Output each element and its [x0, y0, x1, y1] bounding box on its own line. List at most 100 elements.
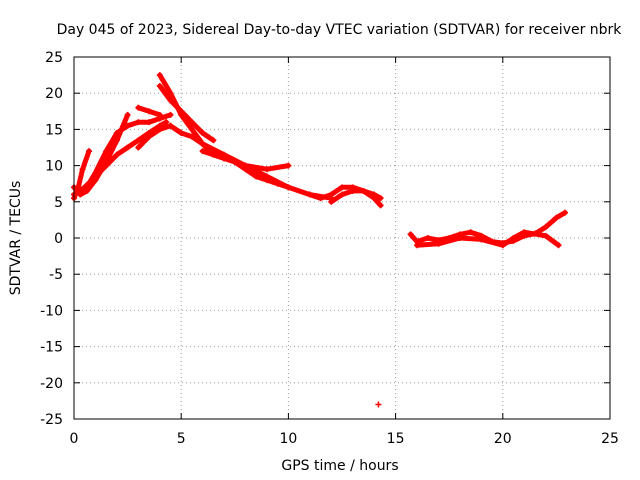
data-point	[113, 151, 120, 158]
data-point	[146, 133, 153, 140]
x-tick-label: 20	[494, 431, 512, 447]
data-point	[135, 119, 142, 126]
data-point	[499, 242, 506, 249]
chart-title: Day 045 of 2023, Sidereal Day-to-day VTE…	[57, 22, 623, 38]
data-point	[360, 187, 367, 194]
data-point	[124, 122, 131, 129]
data-point	[146, 119, 153, 126]
series-arc-early-5	[135, 123, 173, 150]
y-tick-label: -5	[49, 267, 63, 283]
data-point	[231, 158, 238, 165]
data-point	[521, 229, 528, 236]
data-point	[146, 108, 153, 115]
x-tick-label: 15	[387, 431, 405, 447]
data-point	[210, 137, 217, 144]
y-tick-label: -20	[40, 376, 63, 392]
data-point	[371, 195, 378, 202]
data-point	[156, 72, 163, 79]
data-point	[188, 126, 195, 133]
data-point	[199, 130, 206, 137]
data-point	[199, 148, 206, 155]
data-point	[167, 90, 174, 97]
data-point	[103, 148, 110, 155]
x-tick-label: 5	[177, 431, 186, 447]
data-point	[553, 214, 560, 221]
data-point	[135, 104, 142, 111]
data-point	[456, 235, 463, 241]
data-point	[377, 202, 384, 209]
y-tick-label: 15	[45, 122, 63, 138]
data-point	[274, 180, 281, 187]
data-point	[328, 191, 335, 198]
series-arc-night	[408, 210, 568, 246]
x-axis-label: GPS time / hours	[281, 458, 398, 474]
data-point	[113, 130, 120, 137]
data-point	[375, 401, 382, 408]
data-point	[81, 187, 88, 194]
data-point	[253, 173, 260, 180]
data-point	[167, 97, 174, 104]
data-point	[79, 166, 86, 173]
data-point	[124, 111, 131, 118]
data-point	[285, 162, 292, 169]
data-point	[167, 122, 174, 129]
grid-lines	[74, 57, 610, 419]
data-point	[317, 195, 324, 202]
data-point	[156, 82, 163, 89]
data-point	[339, 191, 345, 198]
data-point	[542, 224, 549, 231]
data-point	[542, 232, 549, 239]
y-tick-label: 5	[54, 195, 63, 211]
data-point	[199, 140, 206, 147]
data-point	[156, 126, 163, 133]
x-tick-label: 25	[601, 431, 619, 447]
x-tick-label: 10	[279, 431, 297, 447]
data-point	[156, 111, 163, 118]
data-point	[510, 235, 517, 241]
data-point	[178, 130, 185, 137]
data-point	[135, 144, 142, 151]
data-point	[135, 137, 142, 144]
data-point	[414, 242, 421, 249]
data-point	[188, 133, 195, 140]
y-tick-label: 10	[45, 159, 63, 175]
data-point	[407, 231, 414, 238]
y-axis-label: SDTVAR / TECUs	[8, 181, 24, 296]
data-point	[478, 236, 485, 243]
plot-frame	[73, 56, 611, 420]
y-tick-label: 20	[45, 86, 63, 102]
data-point	[178, 108, 185, 115]
series-arc-late-2	[328, 188, 384, 208]
y-tick-label: -10	[40, 303, 63, 319]
y-tick-label: 0	[54, 231, 63, 247]
data-point	[103, 162, 110, 169]
data-point	[435, 240, 442, 247]
data-point	[339, 184, 345, 191]
data-point	[555, 242, 562, 249]
data-point	[163, 119, 170, 126]
data-point	[221, 155, 228, 162]
data-point	[377, 195, 384, 202]
data-point	[328, 198, 335, 205]
data-marks	[71, 72, 568, 408]
data-point	[167, 111, 174, 118]
data-point	[92, 169, 99, 176]
data-point	[561, 209, 568, 216]
y-tick-label: 25	[45, 50, 63, 66]
x-tick-label: 0	[70, 431, 79, 447]
data-point	[242, 166, 249, 173]
data-point	[285, 184, 292, 191]
series-arc-peak-2	[157, 83, 216, 143]
data-point	[124, 144, 131, 151]
data-point	[86, 148, 93, 155]
axis-ticks: -25 -20 -15 -10 -5 0 5 10 15 20 25 0 5 10 15 20 25	[40, 50, 619, 447]
data-point	[349, 187, 356, 194]
y-tick-label: -15	[40, 340, 63, 356]
data-point	[467, 229, 474, 236]
data-point	[424, 235, 431, 241]
data-point	[263, 177, 270, 184]
data-point	[306, 191, 313, 198]
data-point	[188, 119, 195, 126]
